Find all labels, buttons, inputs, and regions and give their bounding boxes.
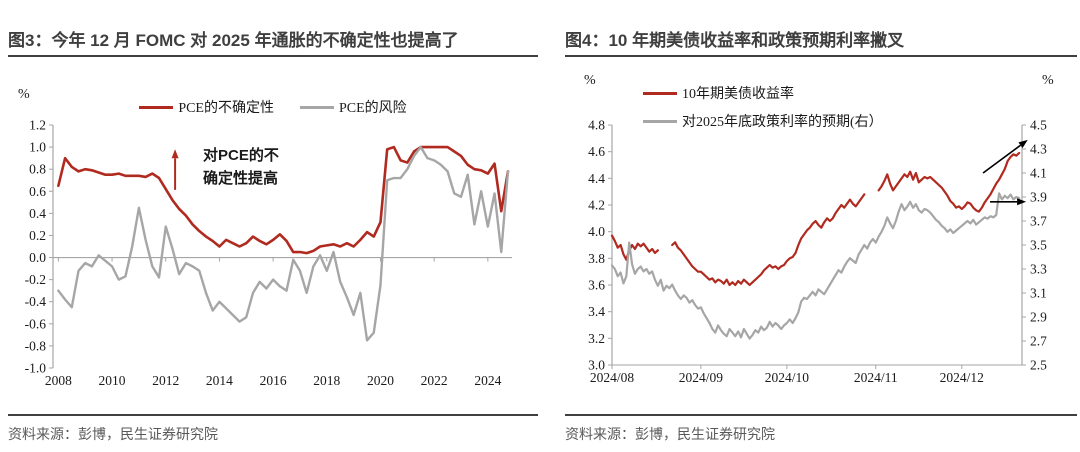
svg-text:4.1: 4.1	[1030, 166, 1047, 181]
figure3-annotation-text: 对PCE的不 确定性提高	[203, 145, 279, 190]
svg-text:-1.0: -1.0	[25, 361, 47, 376]
svg-text:1.0: 1.0	[29, 140, 46, 155]
svg-text:0.2: 0.2	[29, 228, 46, 243]
legend-label-policy-rate-expectation: 对2025年底政策利率的预期(右）	[682, 115, 883, 130]
svg-text:3.3: 3.3	[1030, 262, 1047, 277]
figure3-panel: 图3：今年 12 月 FOMC 对 2025 年通胀的不确定性也提高了 % PC…	[8, 6, 538, 444]
svg-text:3.5: 3.5	[1030, 238, 1047, 253]
source-text: 资料来源：彭博，民生证券研究院	[565, 426, 775, 442]
svg-text:3.6: 3.6	[588, 278, 605, 293]
svg-text:2.5: 2.5	[1030, 358, 1047, 373]
svg-text:2018: 2018	[313, 373, 340, 388]
source-text: 资料来源：彭博，民生证券研究院	[8, 426, 218, 442]
svg-text:4.4: 4.4	[588, 171, 605, 186]
svg-text:3.4: 3.4	[588, 304, 605, 319]
svg-text:2010: 2010	[99, 373, 126, 388]
legend-item-10y-yield: 10年期美债收益率	[643, 83, 883, 103]
figure4-left-y-unit-label: %	[584, 73, 596, 88]
figure4-source-note: 资料来源：彭博，民生证券研究院	[565, 414, 1077, 444]
svg-text:4.8: 4.8	[588, 118, 605, 133]
svg-text:2024: 2024	[474, 373, 501, 388]
svg-text:0.0: 0.0	[29, 250, 46, 265]
figure3-source-note: 资料来源：彭博，民生证券研究院	[8, 414, 538, 444]
svg-text:2008: 2008	[45, 373, 72, 388]
figure4-panel: 图4：10 年期美债收益率和政策预期利率撇叉 % % 10年期美债收益率 对20…	[565, 6, 1077, 444]
legend-item-pce-uncertainty: PCE的不确定性	[139, 97, 274, 117]
svg-text:2024/12: 2024/12	[940, 370, 984, 385]
svg-text:2020: 2020	[367, 373, 394, 388]
svg-text:-0.8: -0.8	[25, 338, 47, 353]
annotation-line1: 对PCE的不	[203, 147, 279, 164]
svg-text:3.1: 3.1	[1030, 286, 1047, 301]
svg-text:4.0: 4.0	[588, 224, 605, 239]
figure4-title: 图4：10 年期美债收益率和政策预期利率撇叉	[565, 6, 1077, 57]
figure4-chart-area: % % 10年期美债收益率 对2025年底政策利率的预期(右） 4.8 4.6 4.…	[565, 57, 1077, 402]
annotation-line2: 确定性提高	[203, 169, 279, 187]
svg-text:3.8: 3.8	[588, 251, 605, 266]
svg-text:2016: 2016	[260, 373, 287, 388]
svg-text:3.2: 3.2	[588, 331, 605, 346]
svg-text:3.0: 3.0	[588, 358, 605, 373]
figure3-title: 图3：今年 12 月 FOMC 对 2025 年通胀的不确定性也提高了	[8, 6, 538, 57]
figure4-right-y-unit-label: %	[1042, 73, 1054, 88]
figure3-legend: PCE的不确定性 PCE的风险	[8, 97, 538, 117]
figure4-line-chart: 4.8 4.6 4.4 4.2 4.0 3.8 3.6 3.4 3.2 3.0 4.5 4.3 4.1 3…	[588, 118, 1047, 386]
svg-text:0.4: 0.4	[29, 206, 46, 221]
legend-label-pce-uncertainty: PCE的不确定性	[178, 101, 274, 116]
svg-text:-0.4: -0.4	[25, 294, 47, 309]
svg-text:3.9: 3.9	[1030, 190, 1047, 205]
svg-text:4.5: 4.5	[1030, 118, 1047, 133]
svg-text:0.6: 0.6	[29, 184, 46, 199]
svg-text:1.2: 1.2	[29, 118, 46, 133]
red-line-swatch-icon	[139, 105, 174, 109]
figure4-legend: 10年期美债收益率 对2025年底政策利率的预期(右）	[643, 83, 883, 131]
svg-text:2022: 2022	[421, 373, 448, 388]
legend-item-pce-risk: PCE的风险	[300, 97, 407, 117]
red-line-swatch-icon	[643, 91, 677, 95]
svg-text:4.2: 4.2	[588, 198, 605, 213]
svg-text:2024/08: 2024/08	[590, 370, 635, 385]
svg-text:-0.2: -0.2	[25, 272, 46, 287]
svg-text:4.6: 4.6	[588, 144, 605, 159]
svg-text:2024/11: 2024/11	[854, 370, 898, 385]
figure3-line-chart: 1.2 1.0 0.8 0.6 0.4 0.2 0.0 -0.2 -0.4 -0.6 -0.8 -1.…	[25, 118, 512, 388]
gray-line-swatch-icon	[300, 105, 334, 109]
svg-text:3.7: 3.7	[1030, 214, 1047, 229]
legend-label-pce-risk: PCE的风险	[339, 101, 407, 116]
figure3-chart-area: % PCE的不确定性 PCE的风险 1.2 1.0 0.8 0.6 0.4 0.2 0.0 -…	[8, 57, 538, 402]
svg-text:2024/10: 2024/10	[765, 370, 810, 385]
svg-text:-0.6: -0.6	[25, 316, 47, 331]
legend-label-10y-yield: 10年期美债收益率	[682, 87, 794, 102]
gray-line-swatch-icon	[643, 119, 677, 123]
figure3-y-unit-label: %	[18, 87, 30, 102]
svg-text:2024/09: 2024/09	[679, 370, 724, 385]
svg-text:2.7: 2.7	[1030, 334, 1047, 349]
legend-item-policy-rate-expectation: 对2025年底政策利率的预期(右）	[643, 111, 883, 131]
svg-text:4.3: 4.3	[1030, 142, 1047, 157]
svg-text:2.9: 2.9	[1030, 310, 1047, 325]
svg-text:2014: 2014	[206, 373, 233, 388]
svg-text:2012: 2012	[152, 373, 179, 388]
svg-text:0.8: 0.8	[29, 162, 46, 177]
